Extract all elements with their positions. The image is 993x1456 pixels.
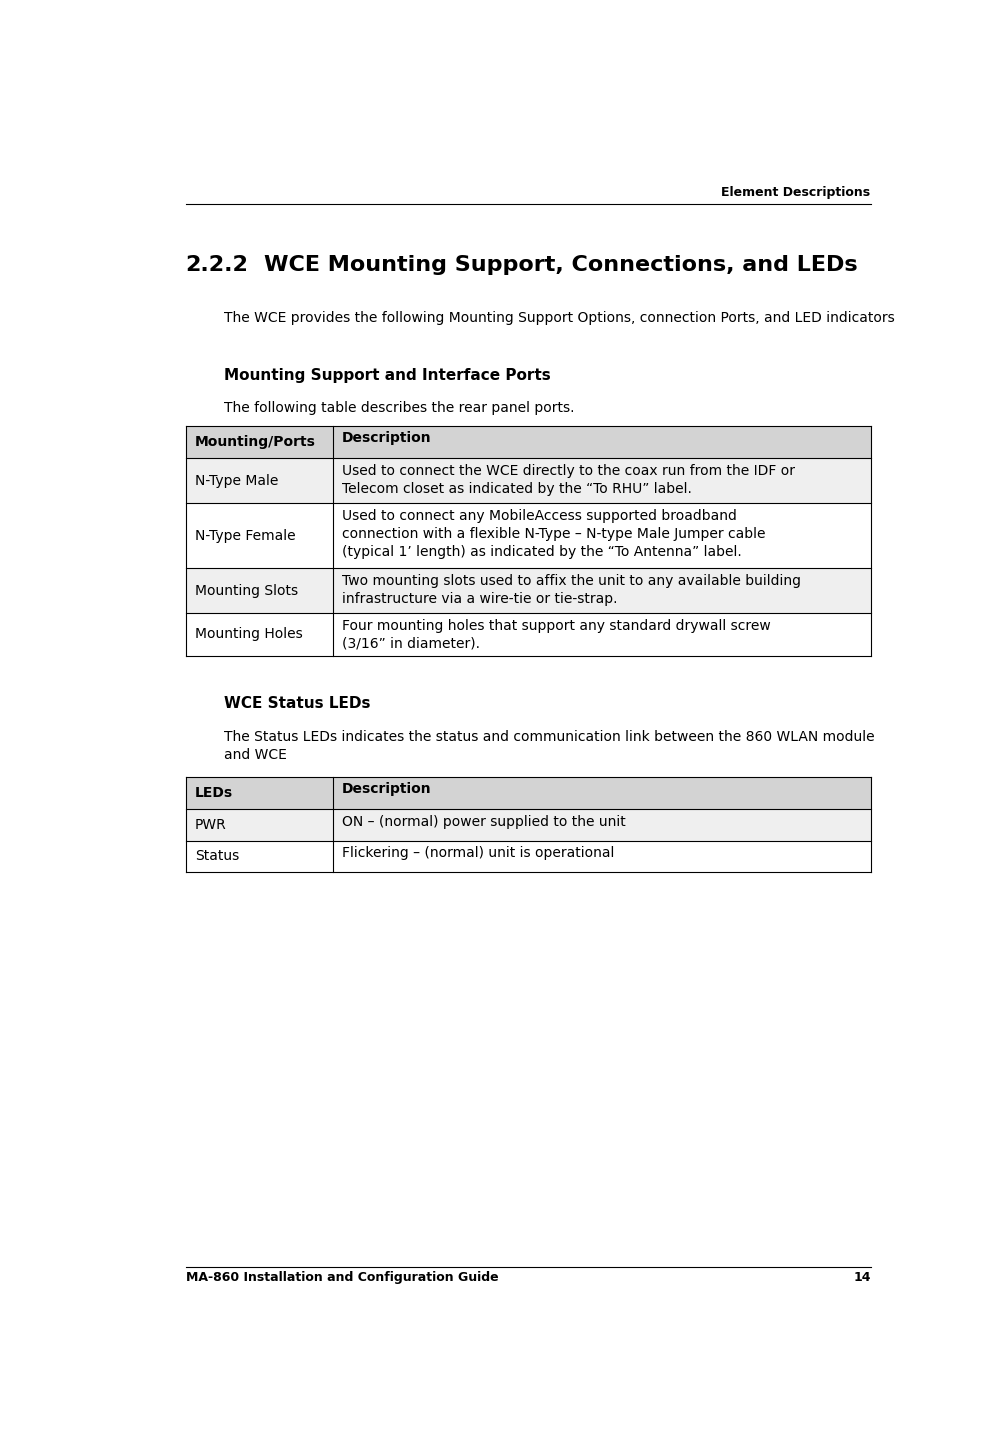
Text: Description: Description [343, 782, 432, 796]
Text: The Status LEDs indicates the status and communication link between the 860 WLAN: The Status LEDs indicates the status and… [224, 729, 875, 761]
Text: Mounting Holes: Mounting Holes [195, 628, 303, 642]
Bar [333, 459, 871, 504]
Bar [186, 613, 333, 655]
Bar [333, 425, 871, 459]
Text: PWR: PWR [195, 818, 226, 831]
Text: Mounting Support and Interface Ports: Mounting Support and Interface Ports [224, 367, 551, 383]
Text: ON – (normal) power supplied to the unit: ON – (normal) power supplied to the unit [343, 815, 626, 828]
Bar [186, 810, 333, 840]
Text: Used to connect any MobileAccess supported broadband
connection with a flexible : Used to connect any MobileAccess support… [343, 508, 766, 559]
Text: N-Type Male: N-Type Male [195, 473, 278, 488]
Bar [333, 568, 871, 613]
Text: WCE Status LEDs: WCE Status LEDs [224, 696, 370, 711]
Bar [186, 425, 333, 459]
Bar [186, 840, 333, 872]
Bar [186, 776, 333, 810]
Text: LEDs: LEDs [195, 786, 233, 799]
Text: The WCE provides the following Mounting Support Options, connection Ports, and L: The WCE provides the following Mounting … [224, 312, 895, 326]
Text: 14: 14 [853, 1271, 871, 1284]
Text: WCE Mounting Support, Connections, and LEDs: WCE Mounting Support, Connections, and L… [264, 255, 858, 275]
Bar [186, 459, 333, 504]
Text: Mounting Slots: Mounting Slots [195, 584, 298, 597]
Text: Mounting/Ports: Mounting/Ports [195, 435, 316, 448]
Text: Element Descriptions: Element Descriptions [722, 186, 871, 199]
Bar [333, 504, 871, 568]
Bar [186, 568, 333, 613]
Text: 2.2.2: 2.2.2 [186, 255, 248, 275]
Bar [333, 613, 871, 655]
Bar [333, 840, 871, 872]
Text: Four mounting holes that support any standard drywall screw
(3/16” in diameter).: Four mounting holes that support any sta… [343, 619, 771, 651]
Text: Description: Description [343, 431, 432, 446]
Text: The following table describes the rear panel ports.: The following table describes the rear p… [224, 402, 575, 415]
Text: Two mounting slots used to affix the unit to any available building
infrastructu: Two mounting slots used to affix the uni… [343, 574, 801, 606]
Bar [333, 776, 871, 810]
Text: N-Type Female: N-Type Female [195, 529, 296, 543]
Text: Status: Status [195, 849, 239, 863]
Text: Flickering – (normal) unit is operational: Flickering – (normal) unit is operationa… [343, 846, 615, 860]
Bar [333, 810, 871, 840]
Text: Used to connect the WCE directly to the coax run from the IDF or
Telecom closet : Used to connect the WCE directly to the … [343, 464, 795, 496]
Text: MA-860 Installation and Configuration Guide: MA-860 Installation and Configuration Gu… [186, 1271, 498, 1284]
Bar [186, 504, 333, 568]
